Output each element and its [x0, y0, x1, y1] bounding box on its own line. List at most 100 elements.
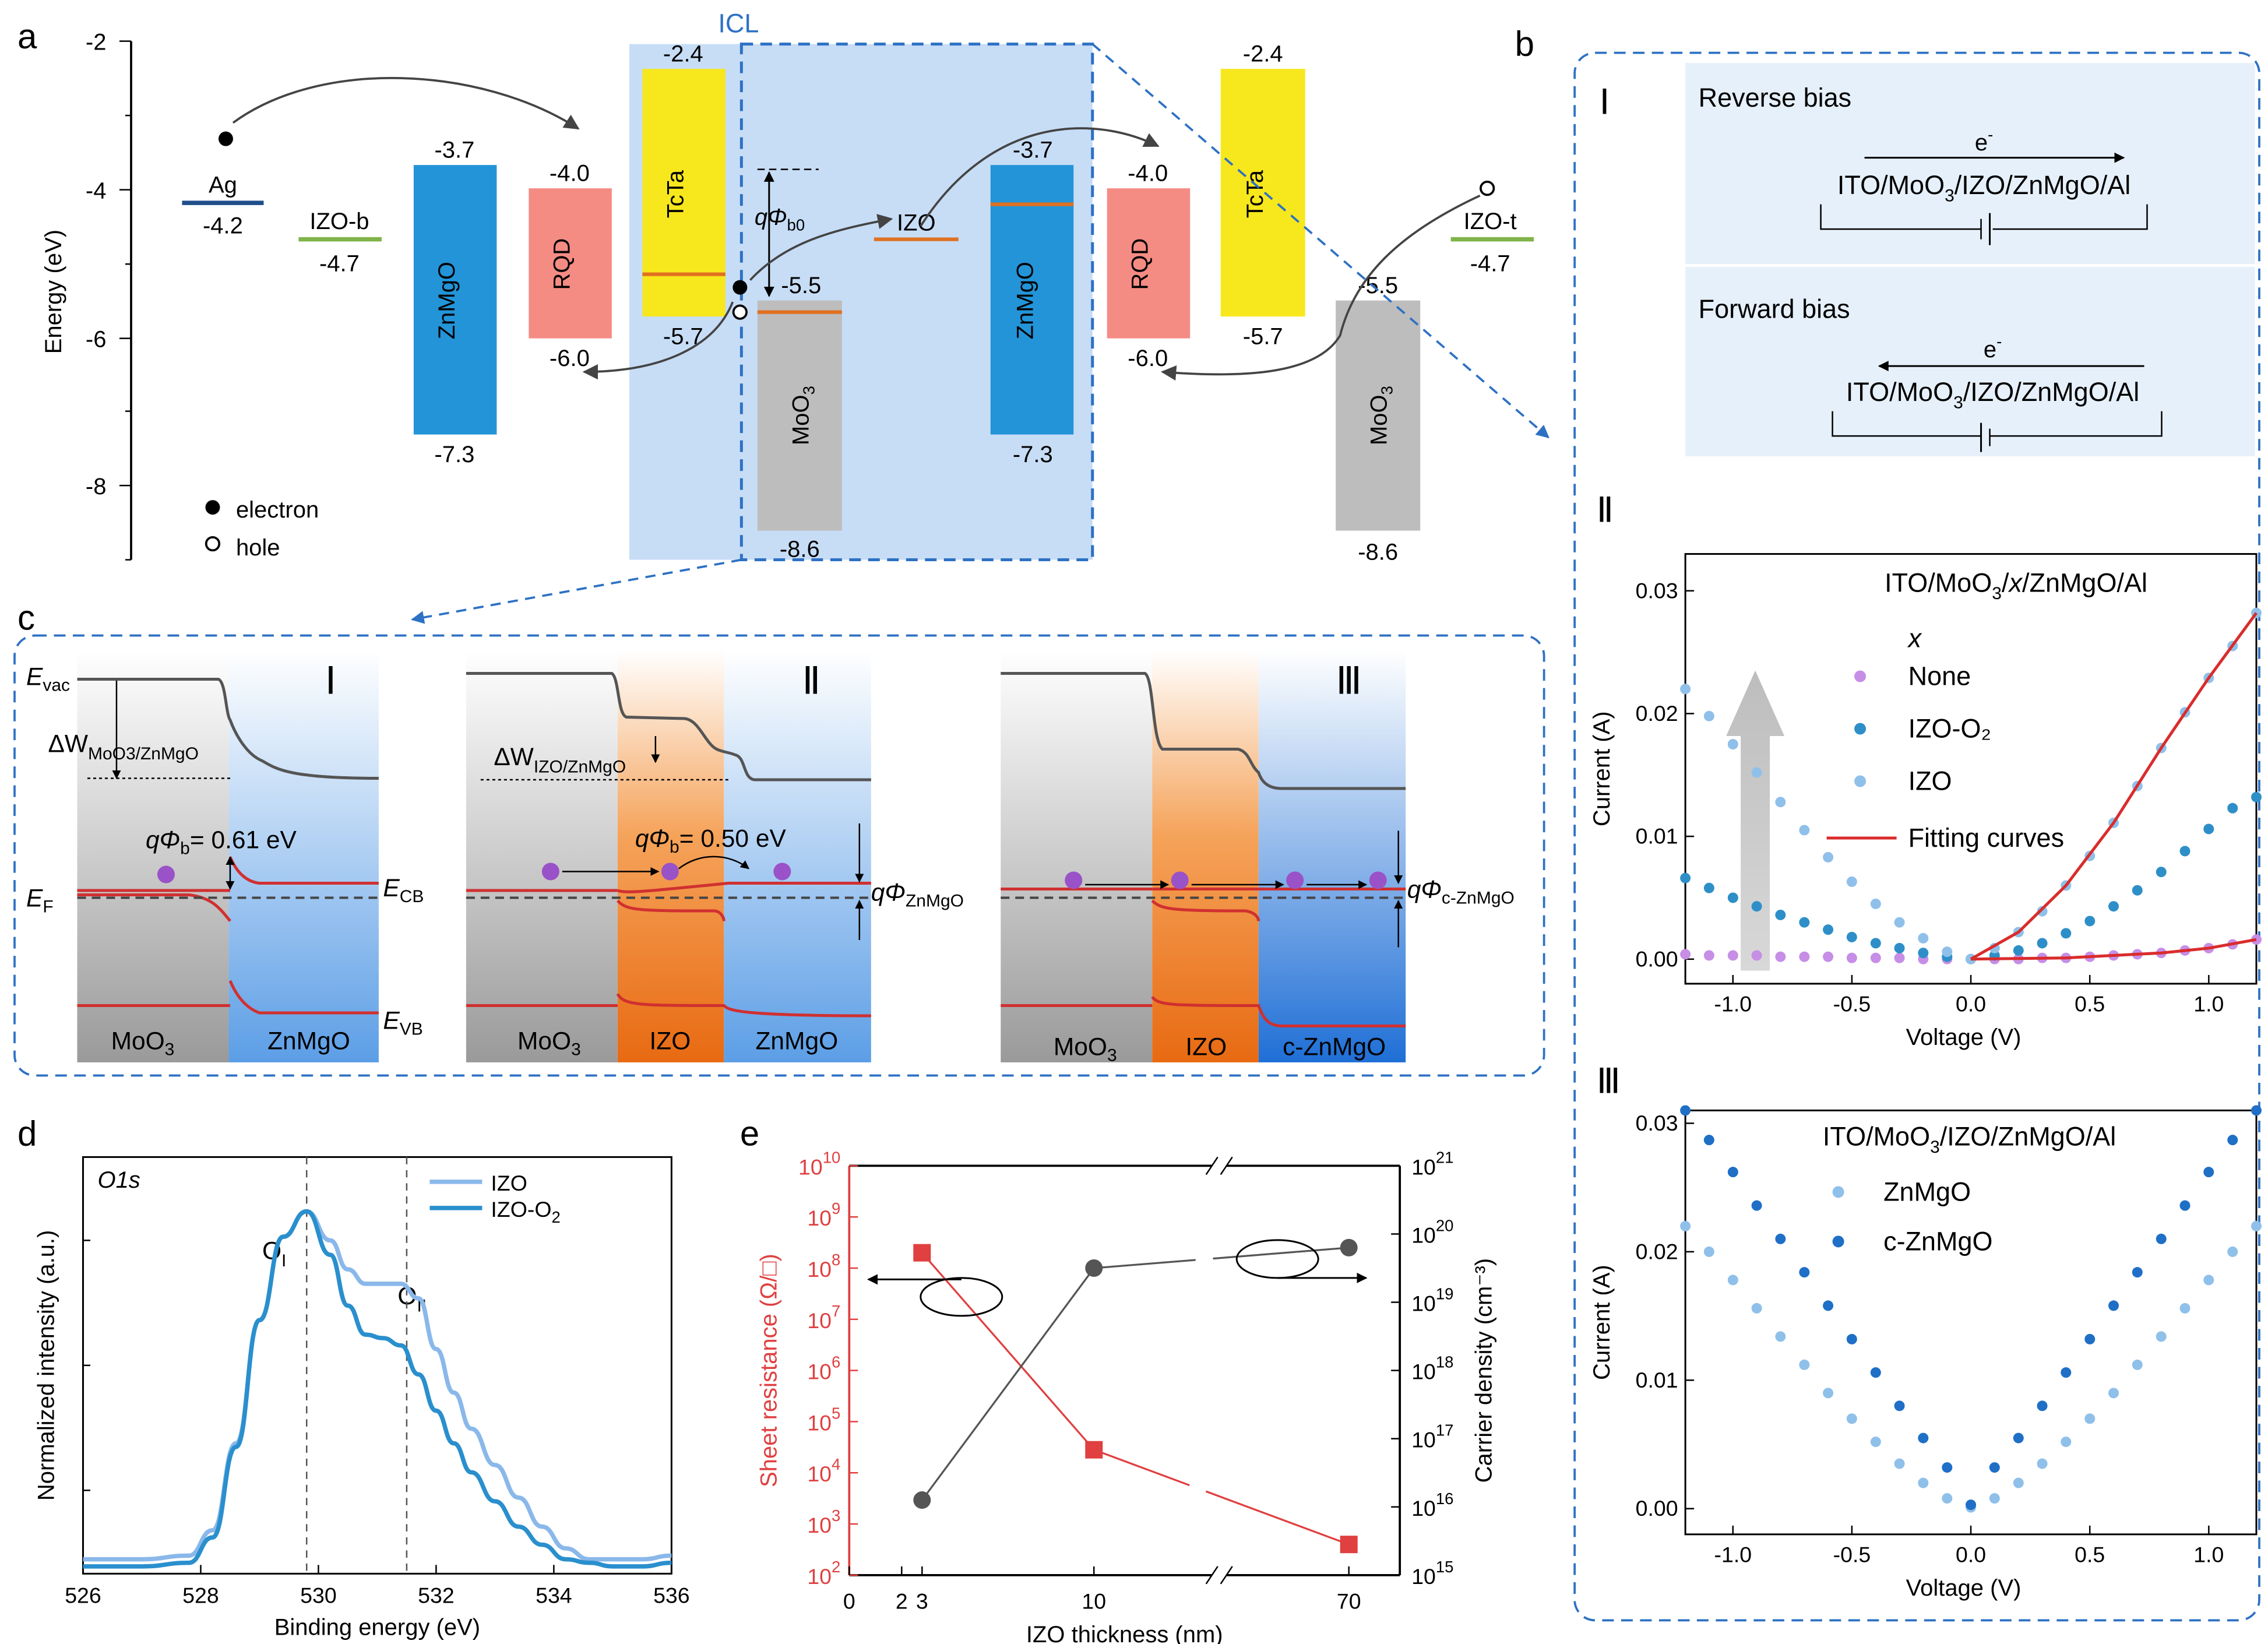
- electron-path-arrow: [232, 77, 580, 130]
- y-tick-label: 1021: [1411, 1148, 1453, 1179]
- axis-break: [1205, 1566, 1218, 1585]
- data-point: [1703, 882, 1714, 893]
- barrier-label: qΦb= 0.61 eV: [146, 826, 297, 858]
- electron-dot: [661, 863, 679, 881]
- x-tick-label: 0.0: [1956, 991, 1986, 1016]
- data-point: [1894, 942, 1905, 953]
- legend-label: IZO: [1908, 766, 1952, 796]
- forward-bias-title: Forward bias: [1699, 294, 1850, 324]
- data-point: [1846, 931, 1857, 942]
- axis-indicator-ellipse: [920, 1277, 1003, 1317]
- data-point: [1703, 1246, 1714, 1257]
- chart-III-frame: [1684, 1109, 2258, 1536]
- data-point: [1680, 1220, 1691, 1231]
- moo3-2-top: -5.5: [1358, 273, 1398, 298]
- x-tick-label: -1.0: [1714, 991, 1752, 1016]
- ag-value: -4.2: [203, 213, 243, 239]
- tcta-1-label: TcTa: [663, 170, 688, 218]
- connector-to-c: [411, 558, 742, 624]
- legend-label: c-ZnMgO: [1883, 1226, 1992, 1256]
- data-point: [2108, 901, 2119, 912]
- legend-hole-marker: [205, 536, 221, 552]
- y-tick-label: 105: [807, 1404, 840, 1435]
- panel-letter-d: d: [17, 1114, 37, 1153]
- data-point: [913, 1244, 931, 1262]
- bias-schematic-bg: [1685, 63, 2255, 457]
- data-point: [1340, 1238, 1358, 1256]
- panel-letter-c: c: [17, 599, 35, 638]
- y-tick-label: 0.01: [1636, 824, 1678, 849]
- x-tick-label: -0.5: [1833, 1542, 1871, 1566]
- data-point: [1918, 1477, 1929, 1488]
- reverse-bias-title: Reverse bias: [1699, 83, 1852, 112]
- znmgo-region: [228, 650, 379, 1062]
- izo-region: [1152, 650, 1259, 1062]
- moo3-label: MoO3: [517, 1027, 581, 1059]
- data-point: [1870, 898, 1881, 909]
- data-point: [1894, 1400, 1905, 1411]
- forward-electron-label: e-: [1984, 333, 2002, 362]
- rqd-1-bottom: -6.0: [550, 346, 590, 371]
- qphi-znmgo-label: qΦZnMgO: [871, 879, 964, 910]
- x-tick-label: 1.0: [2193, 1542, 2224, 1566]
- y-tick-label: 0.03: [1636, 1111, 1678, 1135]
- vacuum-level: [1001, 672, 1406, 790]
- y-tick-label: 106: [807, 1353, 840, 1384]
- moo3-label: MoO3: [111, 1027, 175, 1059]
- diagram-III: Ⅲ qΦc-ZnMgO MoO3 IZO c-ZnMgO: [1001, 650, 1515, 1065]
- rqd-2-top: -4.0: [1128, 161, 1168, 186]
- data-point: [1918, 1432, 1929, 1444]
- evb-label: EVB: [383, 1007, 422, 1038]
- diagram-II: Ⅱ ΔWIZO/ZnMgO qΦb= 0.50 eV qΦZnMgO MoO3 …: [466, 650, 964, 1062]
- qphi-cznmgo-label: qΦc-ZnMgO: [1407, 876, 1515, 907]
- y-tick-label: -8: [86, 474, 107, 499]
- data-point: [1751, 767, 1762, 778]
- znmgo-1-top: -3.7: [434, 138, 474, 163]
- c-znmgo-label: c-ZnMgO: [1283, 1033, 1386, 1061]
- band-bend: [77, 893, 231, 923]
- x-tick-label: 0.0: [1956, 1542, 1986, 1566]
- legend-marker: [1854, 775, 1866, 787]
- panel-d: d O1s OI OII IZO IZO-O2 526 528 530 532 534 5…: [17, 1114, 690, 1640]
- data-point: [2037, 1400, 2048, 1411]
- data-point: [1870, 952, 1881, 963]
- znmgo-1-bottom: -7.3: [434, 442, 474, 467]
- data-point: [2084, 916, 2096, 927]
- data-point: [2156, 1233, 2167, 1244]
- chart-II-title: ITO/MoO3/x/ZnMgO/Al: [1885, 568, 2147, 603]
- electron-dot: [1065, 871, 1083, 889]
- legend-hole: hole: [236, 535, 280, 561]
- band-bend: [616, 899, 726, 921]
- data-point: [2251, 791, 2262, 802]
- y-tick-label: 1018: [1411, 1353, 1453, 1384]
- data-point: [1727, 1167, 1738, 1178]
- dw-label: ΔWIZO/ZnMgO: [494, 744, 626, 776]
- x-tick-label: 2: [896, 1589, 908, 1613]
- legend-izo-o2: IZO-O2: [491, 1197, 560, 1226]
- y-tick-label: 0.00: [1636, 946, 1678, 971]
- valence-band: [1151, 995, 1406, 1027]
- x-tick-label: 528: [182, 1583, 219, 1607]
- data-point: [2061, 1367, 2072, 1378]
- data-point: [1918, 932, 1929, 944]
- izo-t-label: IZO-t: [1464, 209, 1517, 234]
- chart-e-plot: 1010109108107106105104103102102110201019…: [756, 1148, 1496, 1644]
- znmgo-label: ZnMgO: [267, 1027, 350, 1055]
- legend-electron: electron: [236, 497, 319, 523]
- tcta-2-bar: [1220, 69, 1305, 317]
- tcta-2-label: TcTa: [1242, 170, 1268, 218]
- data-point: [2084, 1333, 2096, 1344]
- y-axis-label: Energy (eV): [41, 230, 66, 354]
- data-point: [1989, 1462, 2000, 1473]
- x-tick-label: 0: [843, 1589, 855, 1613]
- moo3-1-bar: [757, 300, 842, 531]
- data-point: [1727, 739, 1738, 750]
- panel-b: b Ⅰ Reverse bias e- ITO/MoO3/IZO/ZnMgO/A…: [1515, 24, 2262, 1622]
- moo3-region: [1001, 650, 1153, 1062]
- data-point: [1775, 951, 1786, 962]
- data-point: [2132, 885, 2143, 896]
- axis-break: [1220, 1156, 1233, 1175]
- legend-marker: [1854, 670, 1866, 682]
- data-point: [1340, 1536, 1358, 1554]
- znmgo-1-label: ZnMgO: [434, 262, 460, 339]
